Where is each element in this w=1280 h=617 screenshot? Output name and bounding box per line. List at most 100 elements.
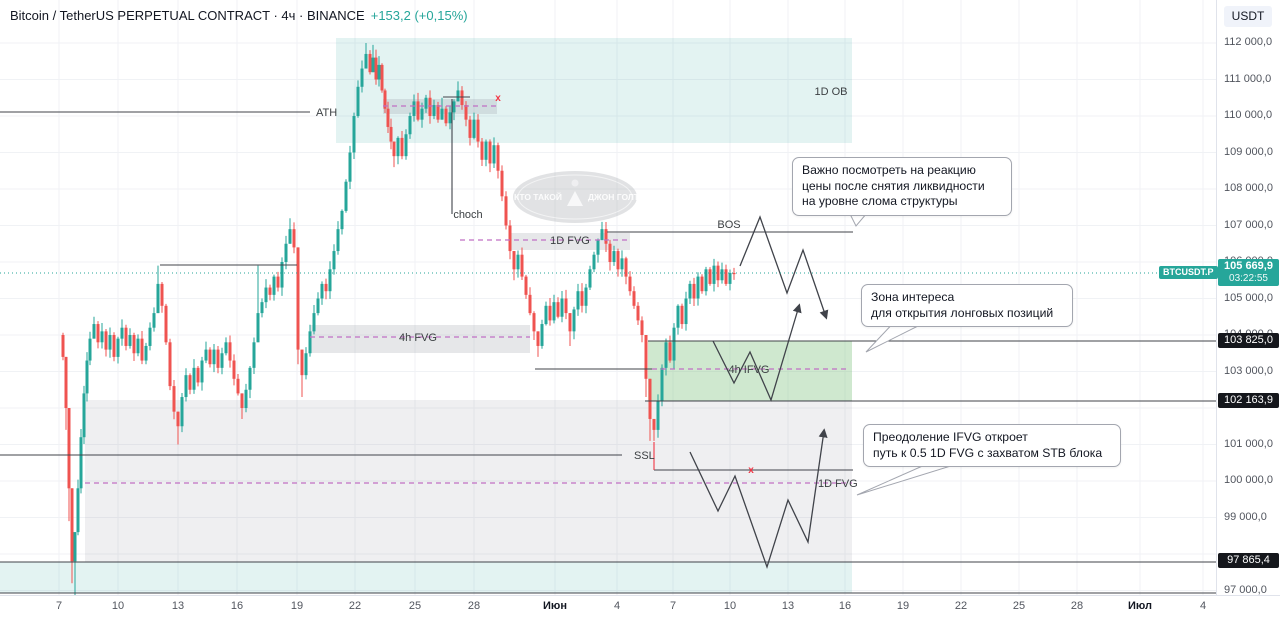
candle-body — [256, 313, 260, 343]
callout-reaction-note[interactable]: Важно посмотреть на реакцию цены после с… — [792, 157, 1012, 216]
candle-body — [67, 408, 71, 489]
candle-body — [700, 276, 704, 292]
chart-label: 4h IFVG — [729, 364, 770, 376]
candle-body — [196, 367, 200, 383]
candle-body — [452, 101, 456, 113]
svg-text:ДЖОН ГОЛТ: ДЖОН ГОЛТ — [588, 192, 640, 202]
candle-body — [460, 90, 464, 106]
candle-body — [608, 243, 612, 262]
candle-body — [212, 349, 216, 365]
candle-body — [368, 53, 372, 73]
candle-body — [416, 101, 420, 120]
candle-body — [176, 411, 180, 427]
price-axis-label: 107 000,0 — [1224, 218, 1273, 231]
candle-body — [344, 181, 348, 211]
candle-body — [556, 302, 560, 317]
price-axis-label: 97 000,0 — [1224, 583, 1267, 596]
price-level-badge: 102 163,9 — [1218, 393, 1279, 408]
candle-body — [488, 141, 492, 164]
time-axis-tick: 19 — [290, 600, 304, 612]
price-axis[interactable]: 112 000,0 111 000,0 110 000,0 109 000,0 108 … — [1216, 0, 1280, 596]
candle-body — [116, 338, 120, 357]
candle-body — [544, 305, 548, 325]
candle-body — [252, 342, 256, 368]
candle-body — [424, 97, 428, 109]
candle-body — [164, 305, 168, 343]
candle-body — [580, 291, 584, 306]
candle-body — [584, 287, 588, 306]
price-axis-label: 99 000,0 — [1224, 510, 1267, 523]
candle-body — [636, 305, 640, 321]
candle-body — [504, 196, 508, 226]
projection-zigzag — [739, 215, 829, 320]
candle-body — [312, 313, 316, 332]
candle-body — [371, 57, 375, 73]
candle-body — [160, 283, 164, 306]
candle-body — [268, 287, 272, 295]
candle-body — [592, 254, 596, 270]
callout-interest-zone[interactable]: Зона интереса для открытия лонговых пози… — [861, 284, 1073, 328]
candle-body — [288, 229, 292, 244]
candle-body — [208, 349, 212, 365]
candle-body — [389, 126, 393, 142]
callout-ifvg-note[interactable]: Преодоление IFVG откроет путь к 0.5 1D F… — [863, 424, 1121, 468]
callout-line: на уровне слома структуры — [802, 194, 958, 209]
projection-zigzag — [712, 303, 802, 402]
candle-body — [168, 342, 172, 387]
candle-body — [468, 119, 472, 138]
candle-body — [632, 291, 636, 306]
time-axis-tick: 10 — [723, 600, 737, 612]
svg-text:КТО ТАКОЙ: КТО ТАКОЙ — [514, 191, 562, 202]
price-axis-label: 111 000,0 — [1224, 72, 1272, 85]
candle-body — [688, 283, 692, 299]
candle-body — [476, 119, 480, 142]
candle-body — [724, 269, 728, 284]
time-axis[interactable]: 7 10 13 16 19 22 25 28 Июн 4 7 10 13 16 19 22 25 28 Июл 4 — [0, 595, 1280, 617]
candle-body — [404, 134, 408, 157]
candle-body — [316, 298, 320, 314]
time-axis-tick: 28 — [1070, 600, 1084, 612]
candle-body — [640, 320, 644, 335]
time-axis-tick: 10 — [111, 600, 125, 612]
candle-body — [200, 360, 204, 383]
symbol-title[interactable]: Bitcoin / TetherUS PERPETUAL CONTRACT · … — [10, 8, 365, 23]
candle-body — [400, 137, 404, 157]
candle-body — [352, 116, 356, 153]
price-axis-label: 103 000,0 — [1224, 364, 1273, 377]
candle-body — [377, 64, 381, 80]
currency-toggle-button[interactable]: USDT — [1224, 6, 1272, 27]
drawings[interactable] — [0, 96, 1216, 594]
candle-body — [82, 393, 86, 438]
candle-body — [572, 309, 576, 332]
candle-body — [228, 342, 232, 361]
candle-body — [480, 141, 484, 160]
candle-body — [216, 349, 220, 368]
fvg-band — [510, 233, 630, 250]
chart-label: SSL — [634, 450, 655, 462]
candle-body — [436, 105, 440, 120]
candle-body — [628, 276, 632, 292]
candle-body — [448, 112, 452, 124]
candle-body — [236, 378, 240, 394]
candle-body — [676, 305, 680, 328]
time-axis-tick: 22 — [348, 600, 362, 612]
last-price: 105 669,9 — [1224, 260, 1273, 272]
candle-body — [692, 283, 696, 299]
callout-line: Преодоление IFVG откроет — [873, 430, 1028, 444]
candle-body — [560, 298, 564, 317]
candle-body — [420, 108, 424, 120]
candle-body — [336, 229, 340, 252]
zone — [85, 400, 852, 562]
candle-body — [280, 262, 284, 288]
grid — [0, 0, 1216, 595]
candle-body — [396, 137, 400, 157]
candle-body — [444, 108, 448, 124]
chart-header: Bitcoin / TetherUS PERPETUAL CONTRACT · … — [10, 8, 468, 23]
candle-body — [88, 338, 92, 361]
candle-body — [284, 243, 288, 262]
candle-body — [76, 488, 80, 533]
price-axis-label: 109 000,0 — [1224, 145, 1273, 158]
candle-body — [528, 294, 532, 314]
